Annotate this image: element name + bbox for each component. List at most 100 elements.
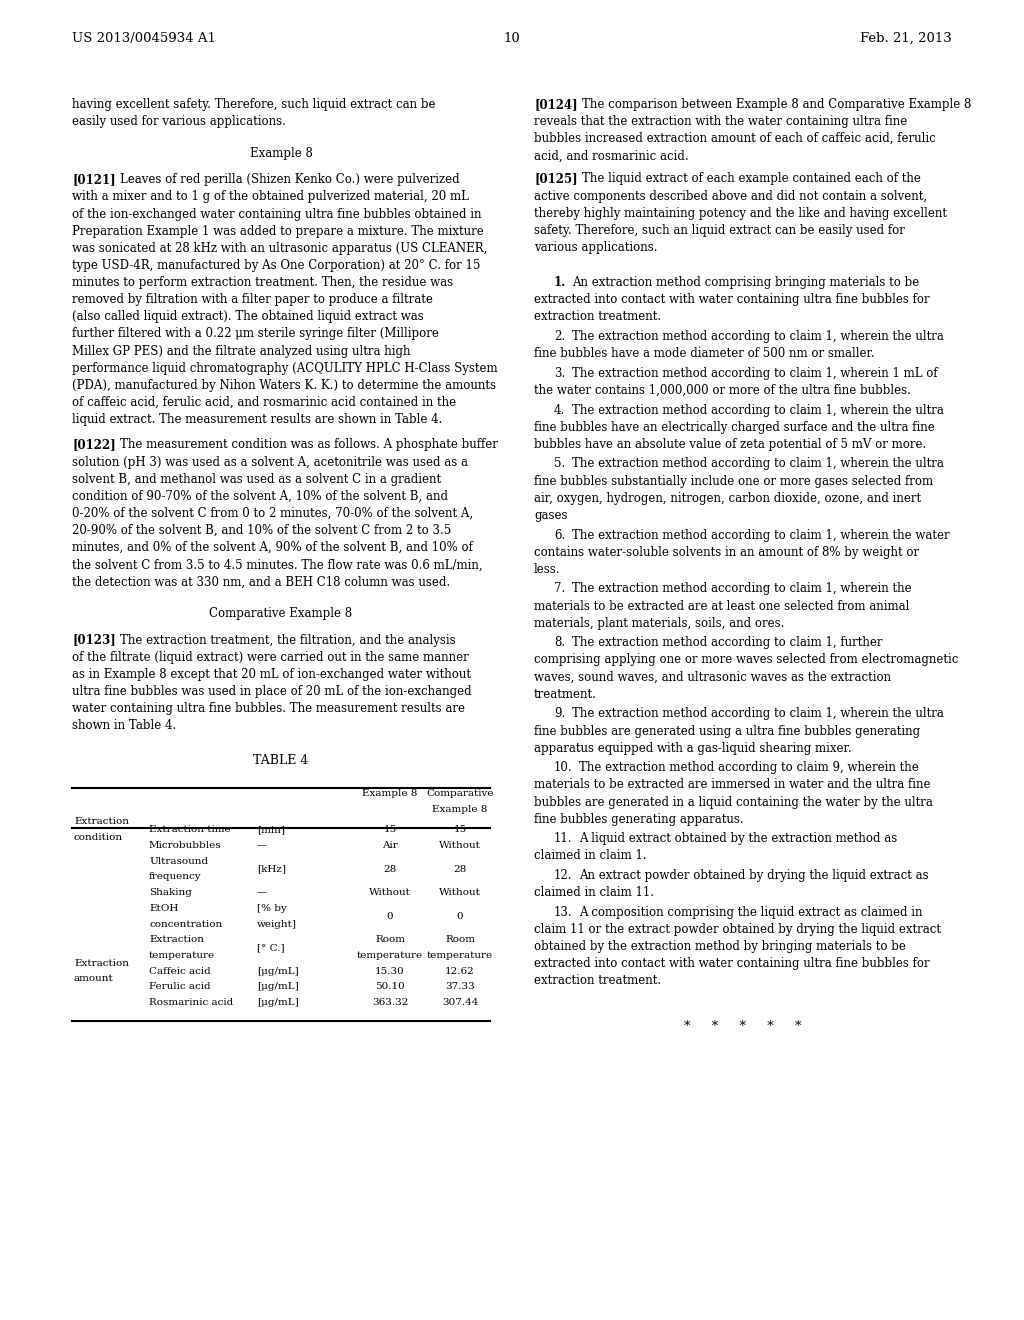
Text: performance liquid chromatography (ACQULITY HPLC H-Class System: performance liquid chromatography (ACQUL… xyxy=(72,362,498,375)
Text: 4.: 4. xyxy=(554,404,565,417)
Text: acid, and rosmarinic acid.: acid, and rosmarinic acid. xyxy=(534,149,688,162)
Text: 2.: 2. xyxy=(554,330,565,343)
Text: Room: Room xyxy=(375,935,406,944)
Text: The comparison between Example 8 and Comparative Example 8: The comparison between Example 8 and Com… xyxy=(583,98,972,111)
Text: 7.: 7. xyxy=(554,582,565,595)
Text: less.: less. xyxy=(534,562,560,576)
Text: Comparative: Comparative xyxy=(426,789,494,799)
Text: ultra fine bubbles was used in place of 20 mL of the ion-exchanged: ultra fine bubbles was used in place of … xyxy=(72,685,472,698)
Text: 20-90% of the solvent B, and 10% of the solvent C from 2 to 3.5: 20-90% of the solvent B, and 10% of the … xyxy=(72,524,452,537)
Text: temperature: temperature xyxy=(357,950,423,960)
Text: The liquid extract of each example contained each of the: The liquid extract of each example conta… xyxy=(583,173,922,186)
Text: bubbles have an absolute value of zeta potential of 5 mV or more.: bubbles have an absolute value of zeta p… xyxy=(534,438,927,451)
Text: 0: 0 xyxy=(387,912,393,920)
Text: The extraction method according to claim 1, wherein the ultra: The extraction method according to claim… xyxy=(571,458,943,470)
Text: extraction treatment.: extraction treatment. xyxy=(534,310,662,323)
Text: 50.10: 50.10 xyxy=(375,982,404,991)
Text: [μg/mL]: [μg/mL] xyxy=(257,998,299,1007)
Text: claim 11 or the extract powder obtained by drying the liquid extract: claim 11 or the extract powder obtained … xyxy=(534,923,941,936)
Text: Air: Air xyxy=(382,841,398,850)
Text: 12.: 12. xyxy=(554,869,572,882)
Text: of caffeic acid, ferulic acid, and rosmarinic acid contained in the: of caffeic acid, ferulic acid, and rosma… xyxy=(72,396,456,409)
Text: [° C.]: [° C.] xyxy=(257,942,285,952)
Text: The extraction method according to claim 1, wherein the: The extraction method according to claim… xyxy=(571,582,911,595)
Text: 28: 28 xyxy=(383,865,396,874)
Text: The extraction method according to claim 1, wherein the ultra: The extraction method according to claim… xyxy=(571,330,943,343)
Text: 9.: 9. xyxy=(554,708,565,721)
Text: *     *     *     *     *: * * * * * xyxy=(684,1020,802,1032)
Text: The extraction method according to claim 1, wherein the water: The extraction method according to claim… xyxy=(571,528,949,541)
Text: removed by filtration with a filter paper to produce a filtrate: removed by filtration with a filter pape… xyxy=(72,293,433,306)
Text: Rosmarinic acid: Rosmarinic acid xyxy=(150,998,233,1007)
Text: fine bubbles generating apparatus.: fine bubbles generating apparatus. xyxy=(534,813,743,826)
Text: having excellent safety. Therefore, such liquid extract can be: having excellent safety. Therefore, such… xyxy=(72,98,435,111)
Text: 11.: 11. xyxy=(554,833,572,845)
Text: fine bubbles have a mode diameter of 500 nm or smaller.: fine bubbles have a mode diameter of 500… xyxy=(534,347,874,360)
Text: Without: Without xyxy=(439,841,481,850)
Text: The extraction method according to claim 1, further: The extraction method according to claim… xyxy=(571,636,883,649)
Text: 28: 28 xyxy=(454,865,467,874)
Text: water containing ultra fine bubbles. The measurement results are: water containing ultra fine bubbles. The… xyxy=(72,702,465,715)
Text: The measurement condition was as follows. A phosphate buffer: The measurement condition was as follows… xyxy=(121,438,499,451)
Text: —: — xyxy=(257,841,267,850)
Text: 6.: 6. xyxy=(554,528,565,541)
Text: easily used for various applications.: easily used for various applications. xyxy=(72,115,286,128)
Text: Example 8: Example 8 xyxy=(250,147,312,160)
Text: amount: amount xyxy=(74,974,114,983)
Text: 10: 10 xyxy=(504,32,520,45)
Text: fine bubbles substantially include one or more gases selected from: fine bubbles substantially include one o… xyxy=(534,475,933,487)
Text: apparatus equipped with a gas-liquid shearing mixer.: apparatus equipped with a gas-liquid she… xyxy=(534,742,852,755)
Text: thereby highly maintaining potency and the like and having excellent: thereby highly maintaining potency and t… xyxy=(534,207,947,219)
Text: The extraction method according to claim 9, wherein the: The extraction method according to claim… xyxy=(579,762,919,775)
Text: solution (pH 3) was used as a solvent A, acetonitrile was used as a: solution (pH 3) was used as a solvent A,… xyxy=(72,455,468,469)
Text: [0125]: [0125] xyxy=(534,173,578,186)
Text: the detection was at 330 nm, and a BEH C18 column was used.: the detection was at 330 nm, and a BEH C… xyxy=(72,576,451,589)
Text: of the filtrate (liquid extract) were carried out in the same manner: of the filtrate (liquid extract) were ca… xyxy=(72,651,469,664)
Text: EtOH: EtOH xyxy=(150,904,178,913)
Text: 8.: 8. xyxy=(554,636,565,649)
Text: Leaves of red perilla (Shizen Kenko Co.) were pulverized: Leaves of red perilla (Shizen Kenko Co.)… xyxy=(121,173,460,186)
Text: waves, sound waves, and ultrasonic waves as the extraction: waves, sound waves, and ultrasonic waves… xyxy=(534,671,891,684)
Text: [0122]: [0122] xyxy=(72,438,116,451)
Text: extracted into contact with water containing ultra fine bubbles for: extracted into contact with water contai… xyxy=(534,957,930,970)
Text: The extraction treatment, the filtration, and the analysis: The extraction treatment, the filtration… xyxy=(121,634,456,647)
Text: US 2013/0045934 A1: US 2013/0045934 A1 xyxy=(72,32,216,45)
Text: (also called liquid extract). The obtained liquid extract was: (also called liquid extract). The obtain… xyxy=(72,310,424,323)
Text: fine bubbles have an electrically charged surface and the ultra fine: fine bubbles have an electrically charge… xyxy=(534,421,935,434)
Text: 0: 0 xyxy=(457,912,463,920)
Text: weight]: weight] xyxy=(257,920,297,928)
Text: —: — xyxy=(257,888,267,898)
Text: 12.62: 12.62 xyxy=(445,966,475,975)
Text: further filtered with a 0.22 μm sterile syringe filter (Millipore: further filtered with a 0.22 μm sterile … xyxy=(72,327,439,341)
Text: 3.: 3. xyxy=(554,367,565,380)
Text: Room: Room xyxy=(445,935,475,944)
Text: [0124]: [0124] xyxy=(534,98,578,111)
Text: liquid extract. The measurement results are shown in Table 4.: liquid extract. The measurement results … xyxy=(72,413,442,426)
Text: TABLE 4: TABLE 4 xyxy=(253,754,308,767)
Text: 15: 15 xyxy=(454,825,467,834)
Text: active components described above and did not contain a solvent,: active components described above and di… xyxy=(534,190,927,202)
Text: as in Example 8 except that 20 mL of ion-exchanged water without: as in Example 8 except that 20 mL of ion… xyxy=(72,668,471,681)
Text: 363.32: 363.32 xyxy=(372,998,409,1007)
Text: An extract powder obtained by drying the liquid extract as: An extract powder obtained by drying the… xyxy=(579,869,929,882)
Text: Ferulic acid: Ferulic acid xyxy=(150,982,211,991)
Text: bubbles are generated in a liquid containing the water by the ultra: bubbles are generated in a liquid contai… xyxy=(534,796,933,809)
Text: frequency: frequency xyxy=(150,873,202,882)
Text: materials to be extracted are immersed in water and the ultra fine: materials to be extracted are immersed i… xyxy=(534,779,931,792)
Text: An extraction method comprising bringing materials to be: An extraction method comprising bringing… xyxy=(571,276,919,289)
Text: Without: Without xyxy=(369,888,411,898)
Text: type USD-4R, manufactured by As One Corporation) at 20° C. for 15: type USD-4R, manufactured by As One Corp… xyxy=(72,259,480,272)
Text: Extraction: Extraction xyxy=(74,817,129,826)
Text: (PDA), manufactured by Nihon Waters K. K.) to determine the amounts: (PDA), manufactured by Nihon Waters K. K… xyxy=(72,379,496,392)
Text: 15: 15 xyxy=(383,825,396,834)
Text: Extraction: Extraction xyxy=(150,935,204,944)
Text: A composition comprising the liquid extract as claimed in: A composition comprising the liquid extr… xyxy=(579,906,923,919)
Text: bubbles increased extraction amount of each of caffeic acid, ferulic: bubbles increased extraction amount of e… xyxy=(534,132,936,145)
Text: Example 8: Example 8 xyxy=(432,805,487,814)
Text: [μg/mL]: [μg/mL] xyxy=(257,982,299,991)
Text: with a mixer and to 1 g of the obtained pulverized material, 20 mL: with a mixer and to 1 g of the obtained … xyxy=(72,190,469,203)
Text: 0-20% of the solvent C from 0 to 2 minutes, 70-0% of the solvent A,: 0-20% of the solvent C from 0 to 2 minut… xyxy=(72,507,473,520)
Text: [μg/mL]: [μg/mL] xyxy=(257,966,299,975)
Text: Caffeic acid: Caffeic acid xyxy=(150,966,211,975)
Text: concentration: concentration xyxy=(150,920,222,928)
